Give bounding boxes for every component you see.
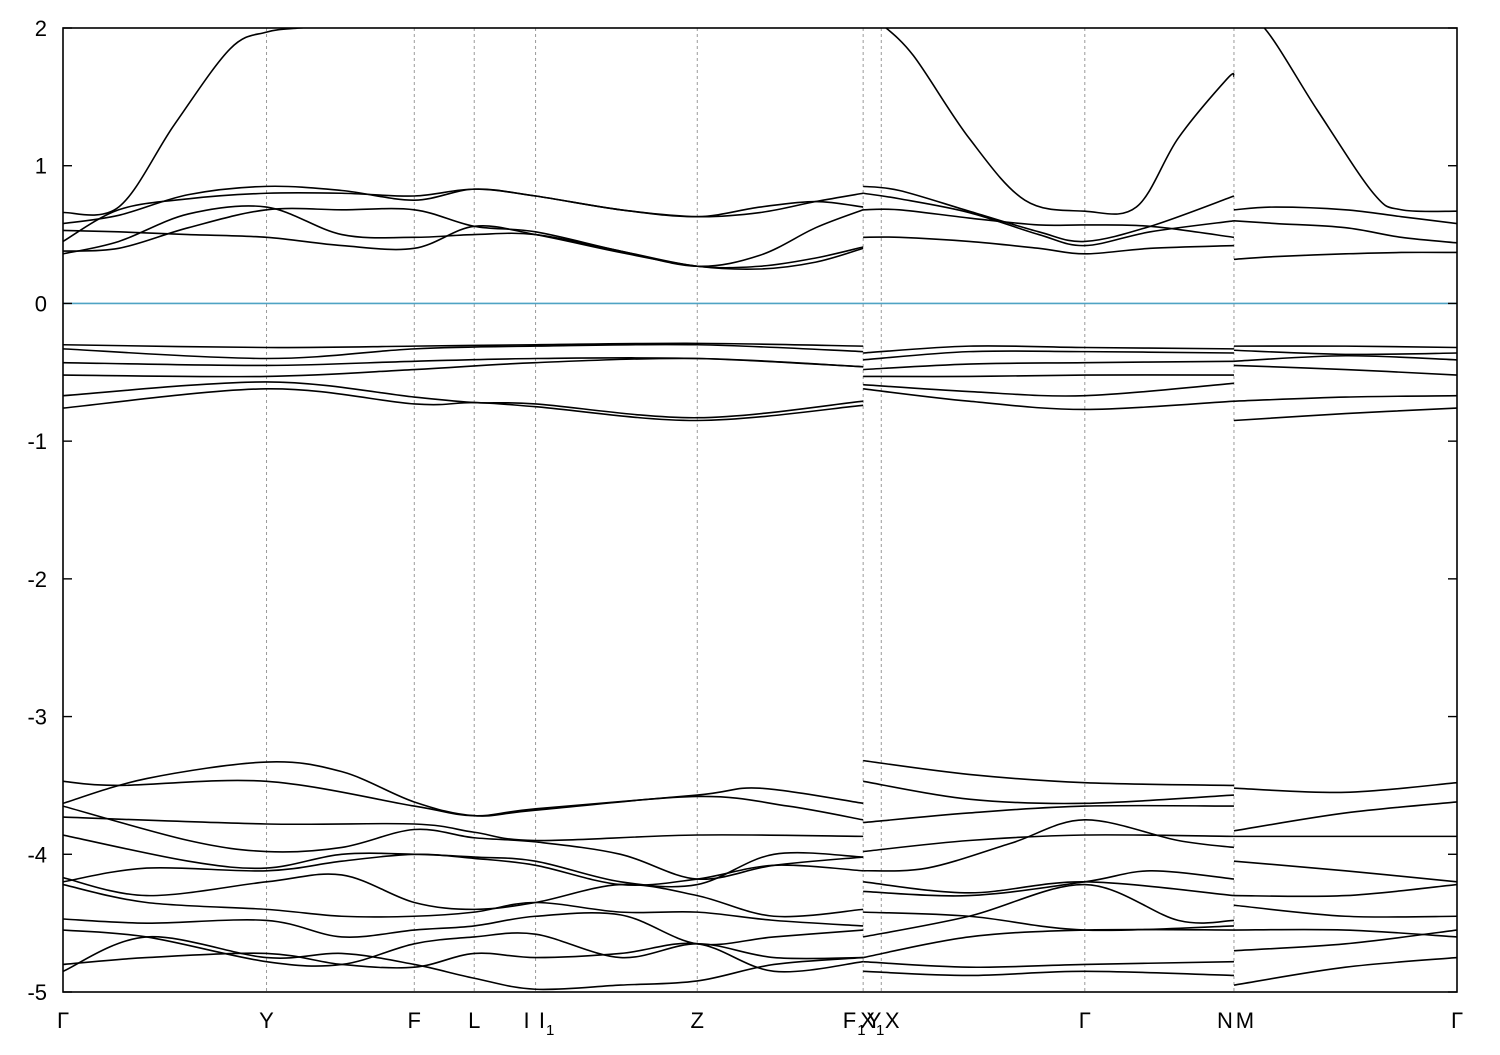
band-line	[863, 881, 1235, 897]
kpoint-gridlines	[266, 28, 1235, 992]
band-line	[63, 761, 864, 821]
kpoint-label: Y	[259, 1008, 274, 1033]
kpoint-label: L	[468, 1008, 480, 1033]
kpoint-label: I1	[539, 1008, 554, 1039]
band-line	[63, 225, 864, 271]
kpoint-subscript: 1	[857, 1022, 865, 1039]
band-line	[863, 780, 1235, 805]
kpoint-label: F	[408, 1008, 421, 1033]
band-line	[1233, 860, 1457, 883]
kpoint-label: Γ	[1451, 1008, 1463, 1033]
band-line	[63, 912, 864, 946]
y-tick-label: -2	[27, 567, 47, 592]
y-tick-label: 2	[35, 16, 47, 41]
band-line	[63, 929, 864, 967]
kpoint-label: N	[1217, 1008, 1233, 1033]
y-tick-label: 0	[35, 291, 47, 316]
y-tick-label: -3	[27, 705, 47, 730]
kpoint-label: M	[1236, 1008, 1254, 1033]
band-series-group	[63, 28, 1457, 991]
band-line	[863, 870, 1235, 897]
band-line	[863, 960, 1234, 969]
band-line	[863, 236, 1234, 255]
band-line	[863, 970, 1234, 977]
band-line	[63, 853, 864, 886]
band-line	[63, 207, 864, 268]
band-line	[863, 883, 1234, 938]
band-line	[63, 816, 864, 842]
kpoint-label: X	[885, 1008, 900, 1033]
y-tick-label: 1	[35, 154, 47, 179]
band-line	[1233, 364, 1457, 376]
band-line	[863, 819, 1235, 872]
band-line	[63, 942, 864, 973]
band-line	[63, 343, 864, 360]
y-tick-label: -1	[27, 429, 47, 454]
band-line	[63, 388, 864, 422]
band-line	[63, 185, 864, 225]
x-axis-kpoint-labels: Γ Y F L I I1 Z F1 YX1 X Γ N M Γ	[57, 1008, 1463, 1039]
band-line	[1233, 883, 1457, 898]
band-line	[63, 883, 864, 927]
band-line	[63, 381, 864, 419]
band-line	[863, 911, 1234, 932]
kpoint-label: Z	[691, 1008, 704, 1033]
plot-frame	[62, 27, 1458, 993]
band-line	[1233, 354, 1457, 363]
kpoint-subscript: 1	[876, 1022, 884, 1039]
band-line	[1233, 407, 1457, 422]
band-line	[63, 805, 864, 881]
y-tick-label: -4	[27, 842, 47, 867]
band-line	[1233, 349, 1457, 356]
band-line	[863, 345, 1234, 354]
kpoint-subscript: 1	[546, 1022, 554, 1039]
band-line	[863, 759, 1234, 787]
kpoint-label: Y	[867, 1008, 882, 1033]
kpoint-label: Γ	[57, 1008, 69, 1033]
band-line	[63, 935, 864, 991]
band-line	[863, 192, 1235, 247]
band-line	[1233, 781, 1457, 794]
band-line	[1233, 220, 1457, 244]
band-line	[63, 342, 864, 349]
band-line	[884, 28, 1235, 215]
y-axis-ticks: 2 1 0 -1 -2 -3 -4 -5	[27, 16, 1457, 1005]
band-line	[1233, 206, 1457, 225]
band-line	[863, 804, 1234, 824]
band-line	[1233, 251, 1457, 261]
band-line	[63, 205, 864, 269]
band-line	[1263, 28, 1457, 213]
band-line	[863, 185, 1235, 243]
y-tick-label: -5	[27, 980, 47, 1005]
band-line	[863, 350, 1234, 361]
band-line	[63, 357, 864, 378]
band-line	[863, 360, 1234, 371]
band-line	[1233, 394, 1457, 403]
band-line	[1233, 928, 1457, 938]
band-line	[63, 779, 864, 817]
band-line	[863, 928, 1234, 959]
band-line	[863, 388, 1235, 411]
band-line	[863, 374, 1234, 378]
band-line	[63, 356, 864, 368]
band-line	[863, 208, 1235, 239]
kpoint-label: Γ	[1079, 1008, 1091, 1033]
band-line	[1233, 904, 1457, 918]
band-line	[1233, 801, 1457, 832]
band-line	[1233, 956, 1457, 986]
band-line	[1233, 929, 1457, 952]
band-line	[863, 382, 1235, 397]
band-line	[1233, 345, 1457, 349]
band-line	[863, 834, 1234, 853]
band-line	[63, 873, 864, 918]
band-line	[63, 834, 864, 888]
kpoint-label: I	[524, 1008, 530, 1033]
